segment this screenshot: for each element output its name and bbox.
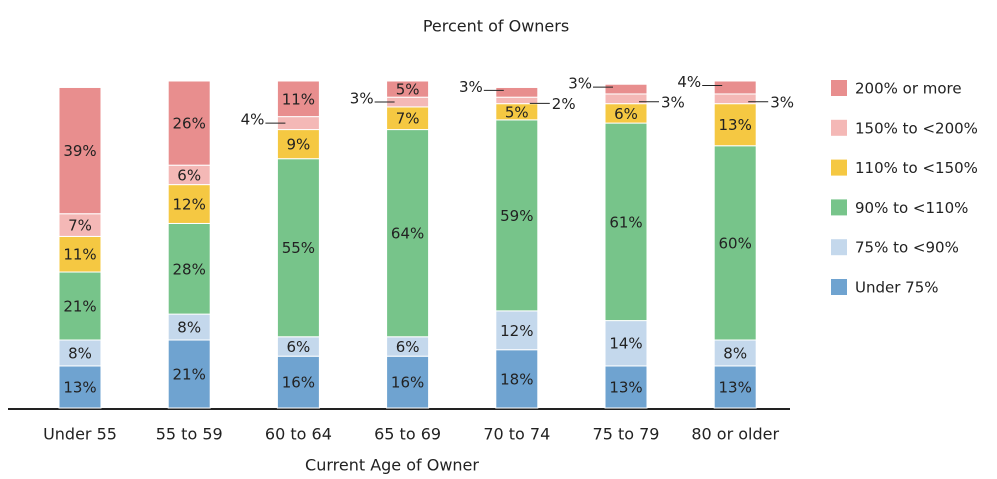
data-label: 59% — [500, 207, 533, 225]
data-label: 7% — [396, 110, 420, 128]
bar-segment — [713, 145, 757, 341]
data-label: 13% — [719, 116, 752, 134]
x-tick-label: 80 or older — [691, 425, 779, 444]
bar-segment — [713, 365, 757, 409]
bar-segment — [604, 365, 648, 409]
data-label: 3% — [350, 90, 374, 108]
data-label: 6% — [614, 105, 638, 123]
data-label: 9% — [287, 136, 311, 154]
data-label: 21% — [173, 366, 206, 384]
data-label: 39% — [63, 142, 96, 160]
data-label: 16% — [391, 374, 424, 392]
bar-segment — [276, 355, 320, 409]
chart-title: Percent of Owners — [423, 17, 569, 36]
data-label: 61% — [609, 213, 642, 231]
data-label: 11% — [282, 90, 315, 108]
bar-segment — [58, 365, 102, 409]
bar-segment — [386, 355, 430, 409]
data-label: 3% — [770, 93, 794, 111]
legend-swatch — [831, 199, 847, 216]
data-label: 12% — [173, 196, 206, 214]
x-tick-label: 75 to 79 — [593, 425, 660, 444]
data-label: 5% — [505, 103, 529, 121]
bar-segment — [276, 80, 320, 118]
bar-segment — [276, 129, 320, 160]
data-label: 13% — [63, 378, 96, 396]
data-label: 26% — [173, 115, 206, 133]
data-label: 60% — [719, 234, 752, 252]
data-label: 8% — [68, 344, 92, 362]
legend-label: Under 75% — [855, 279, 939, 297]
data-label: 21% — [63, 298, 96, 316]
legend-label: 200% or more — [855, 80, 962, 98]
bar-segment — [495, 86, 539, 98]
data-label: 28% — [173, 260, 206, 278]
data-label: 8% — [177, 319, 201, 337]
legend-label: 75% to <90% — [855, 239, 959, 257]
bar-segment — [58, 86, 102, 215]
data-label: 3% — [568, 75, 592, 93]
legend-swatch — [831, 239, 847, 256]
bar-segment — [58, 235, 102, 273]
data-label: 6% — [287, 338, 311, 356]
data-label: 5% — [396, 81, 420, 99]
x-tick-label: Under 55 — [43, 425, 117, 444]
data-label: 8% — [723, 344, 747, 362]
x-axis-title: Current Age of Owner — [305, 456, 479, 475]
bar-segment — [167, 80, 211, 166]
x-tick-label: 60 to 64 — [265, 425, 332, 444]
data-label: 3% — [661, 93, 685, 111]
bar-segment — [713, 103, 757, 147]
data-label: 64% — [391, 225, 424, 243]
x-tick-label: 65 to 69 — [374, 425, 441, 444]
bar-segment — [604, 122, 648, 322]
legend-swatch — [831, 119, 847, 136]
bar-segment — [386, 80, 430, 98]
data-label: 4% — [677, 73, 701, 91]
bar-segment — [58, 339, 102, 367]
bar-segment — [604, 83, 648, 95]
data-label: 16% — [282, 374, 315, 392]
data-label: 6% — [177, 166, 201, 184]
data-label: 55% — [282, 239, 315, 257]
bar-segment — [495, 349, 539, 409]
x-tick-label: 70 to 74 — [483, 425, 550, 444]
data-label: 14% — [609, 335, 642, 353]
data-label: 11% — [63, 246, 96, 264]
bar-segment — [167, 313, 211, 341]
data-label: 6% — [396, 338, 420, 356]
x-tick-label: 55 to 59 — [156, 425, 223, 444]
data-label: 3% — [459, 78, 483, 96]
data-label: 4% — [241, 111, 265, 129]
bar-segment — [604, 320, 648, 367]
bar-segment — [167, 222, 211, 315]
bar-segment — [495, 119, 539, 312]
data-label: 13% — [609, 378, 642, 396]
data-label: 12% — [500, 322, 533, 340]
legend-swatch — [831, 279, 847, 295]
bar-segment — [167, 339, 211, 409]
data-label: 2% — [552, 95, 576, 113]
bar-segment — [386, 129, 430, 338]
legend-swatch — [831, 159, 847, 176]
legend-label: 90% to <110% — [855, 199, 968, 217]
legend-swatch — [831, 80, 847, 96]
bar-segment — [276, 158, 320, 338]
bar-segment — [713, 80, 757, 95]
data-label: 18% — [500, 370, 533, 388]
data-label: 13% — [719, 378, 752, 396]
legend-label: 150% to <200% — [855, 119, 978, 137]
bar-segment — [167, 184, 211, 224]
legend-label: 110% to <150% — [855, 159, 978, 177]
data-label: 7% — [68, 217, 92, 235]
